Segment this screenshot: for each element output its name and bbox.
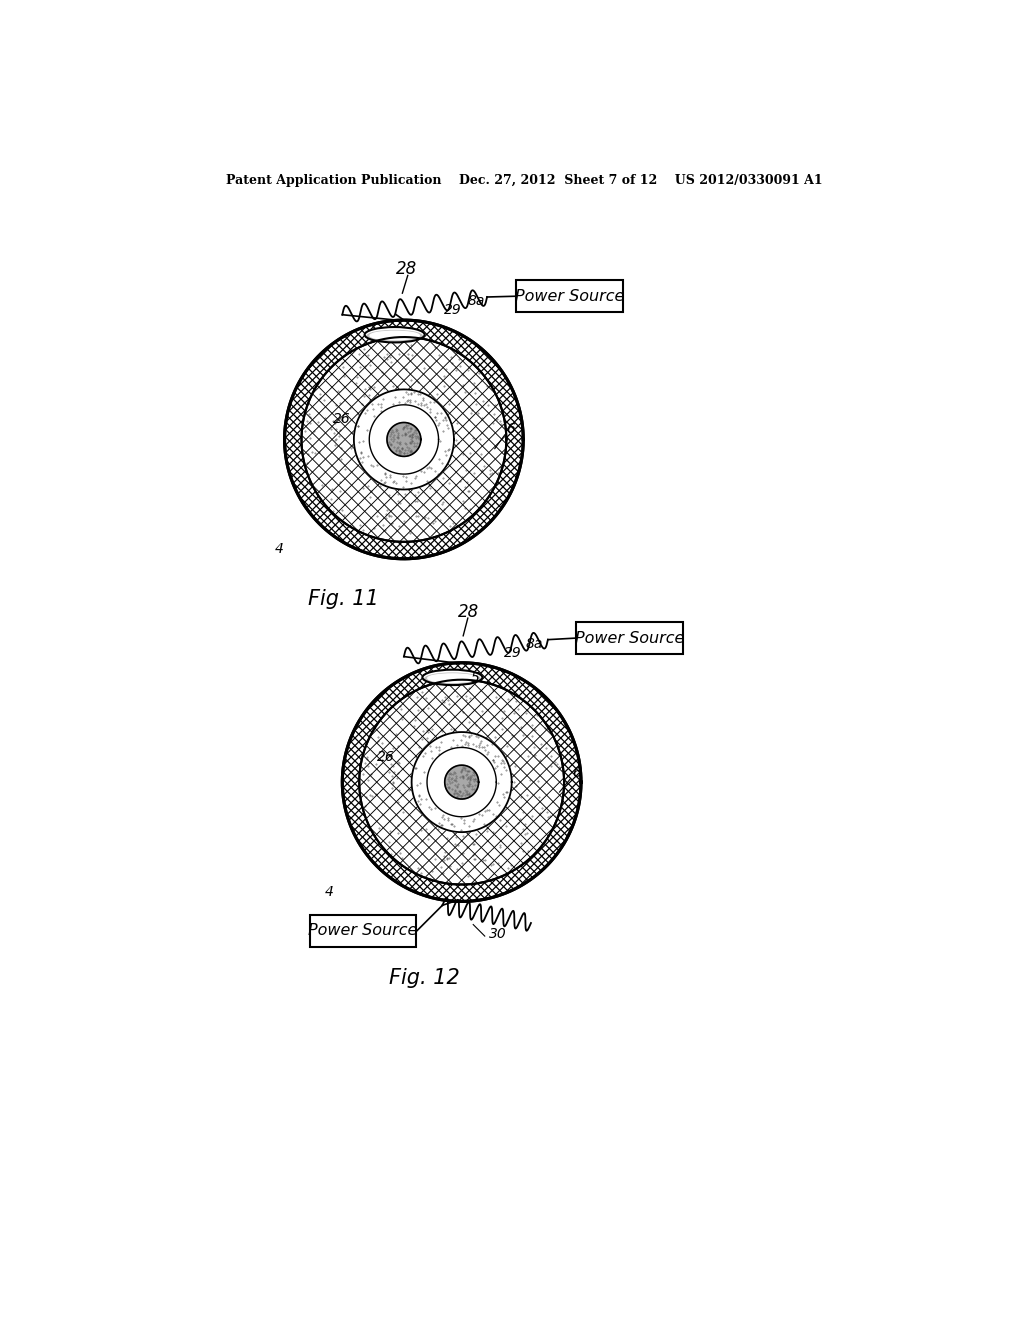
Ellipse shape [428,675,477,682]
Text: 28: 28 [458,602,479,620]
Text: 30: 30 [488,927,506,941]
Text: 6: 6 [506,422,515,437]
Text: Power Source: Power Source [515,289,625,304]
Ellipse shape [367,330,422,342]
Polygon shape [342,663,581,902]
Text: Power Source: Power Source [308,923,418,939]
Text: 8a: 8a [467,294,484,308]
Polygon shape [412,733,512,832]
Text: 26: 26 [333,412,351,425]
Text: 6: 6 [571,767,581,780]
Bar [310,915,416,946]
Text: 4: 4 [274,543,284,557]
Text: 29: 29 [504,645,522,660]
Polygon shape [444,766,478,799]
Ellipse shape [422,669,482,685]
Ellipse shape [425,673,480,685]
Text: Patent Application Publication    Dec. 27, 2012  Sheet 7 of 12    US 2012/033009: Patent Application Publication Dec. 27, … [226,174,823,187]
Text: 29: 29 [444,304,462,317]
Text: Power Source: Power Source [574,631,684,645]
Text: Fig. 12: Fig. 12 [388,968,459,987]
Polygon shape [285,321,523,558]
Ellipse shape [370,331,419,339]
Bar [516,280,623,313]
Text: 8a: 8a [525,638,543,651]
Bar [577,622,683,655]
Text: 26: 26 [377,750,394,763]
Text: 28: 28 [396,260,418,279]
Ellipse shape [365,327,425,342]
Text: 5: 5 [471,671,480,685]
Text: 4: 4 [325,886,334,899]
Polygon shape [354,389,454,490]
Polygon shape [387,422,421,457]
Text: Fig. 11: Fig. 11 [307,589,379,609]
